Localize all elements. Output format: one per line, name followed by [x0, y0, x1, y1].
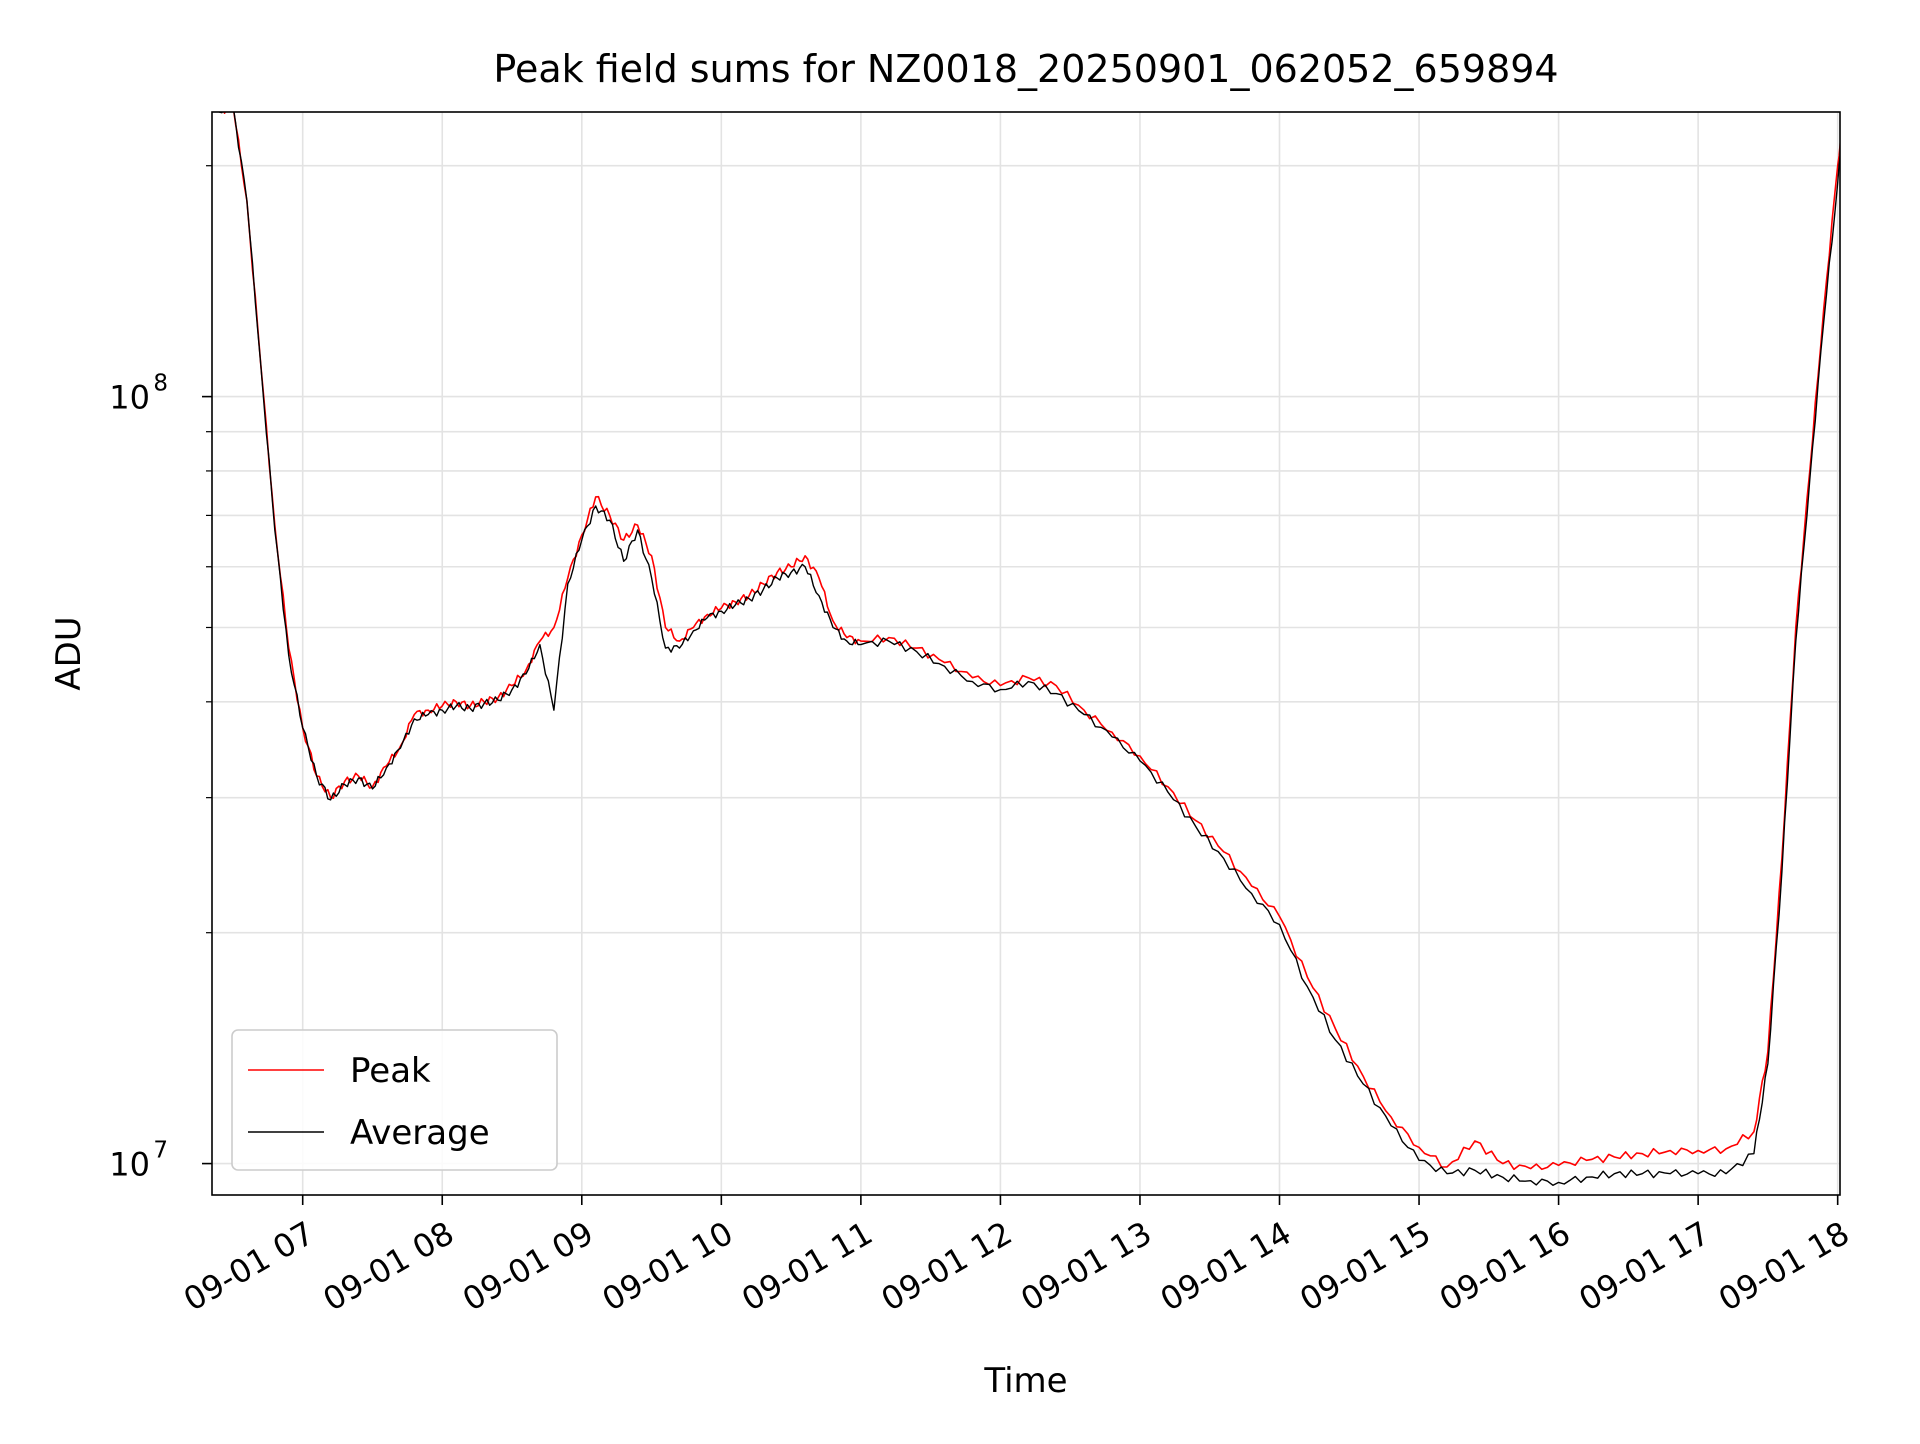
chart-title: Peak field sums for NZ0018_20250901_0620…: [493, 47, 1558, 91]
y-tick-label-base: 10: [109, 1146, 150, 1184]
legend: Peak Average: [231, 1029, 558, 1171]
plot-frame: [211, 111, 1841, 1196]
x-axis-label: Time: [983, 1361, 1067, 1401]
series-line-peak: [219, 112, 1840, 1171]
series-lines: [218, 112, 1840, 1187]
legend-label-peak: Peak: [350, 1051, 431, 1091]
series-line-average: [218, 112, 1840, 1187]
grid-lines: [212, 112, 1840, 1195]
legend-label-average: Average: [350, 1113, 490, 1153]
y-tick-label-exponent: 7: [153, 1138, 168, 1164]
y-tick-label-base: 10: [109, 379, 150, 417]
legend-box: [231, 1029, 558, 1171]
y-tick-label-exponent: 8: [153, 371, 168, 397]
y-axis-label: ADU: [49, 616, 89, 690]
